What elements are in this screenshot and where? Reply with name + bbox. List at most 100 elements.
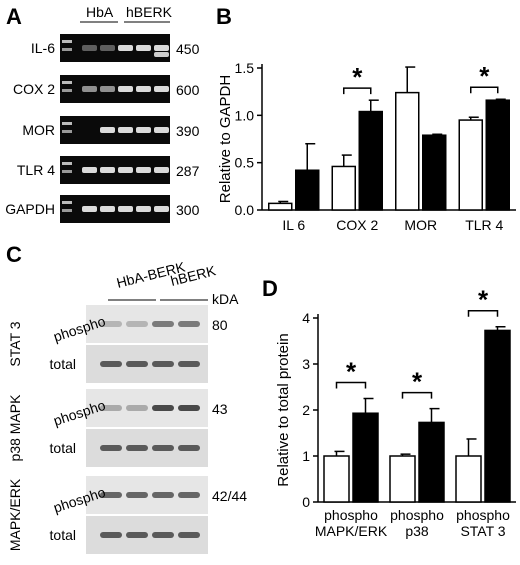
- blot-band: [126, 445, 148, 451]
- bar: [485, 99, 510, 211]
- band-label: MOR: [22, 122, 55, 138]
- gel-band: [154, 52, 169, 57]
- blot-band: [178, 492, 200, 498]
- blot-band: [100, 492, 122, 498]
- bar: [395, 91, 420, 211]
- gel-band: [136, 127, 151, 133]
- significance-star: *: [479, 61, 490, 91]
- blot-band: [100, 321, 122, 327]
- protein-label: MAPK/ERK: [7, 478, 23, 551]
- blot-band: [100, 532, 122, 538]
- band-size: 450: [176, 41, 200, 57]
- significance-bracket: [467, 309, 499, 317]
- bar: [331, 165, 356, 211]
- blot-band: [100, 405, 122, 411]
- gel-band: [154, 45, 169, 51]
- x-tick-label: p38: [405, 523, 429, 539]
- gel-band: [154, 167, 169, 173]
- y-tick-label: 1: [302, 448, 310, 464]
- blot-band: [126, 405, 148, 411]
- band-label: COX 2: [13, 81, 55, 97]
- ladder-band: [62, 209, 72, 212]
- kda-label: kDA: [212, 291, 239, 307]
- bar: [323, 455, 350, 503]
- bar: [458, 119, 483, 211]
- y-tick-label: 2: [302, 402, 310, 418]
- row-label-total: total: [50, 527, 76, 543]
- gel-band: [100, 127, 115, 133]
- ladder-band: [62, 89, 72, 92]
- x-tick-label: COX 2: [336, 217, 378, 233]
- panel-letter-c: C: [6, 242, 22, 267]
- band-label: IL-6: [31, 40, 55, 56]
- gel-band: [100, 167, 115, 173]
- blot-band: [126, 321, 148, 327]
- bar: [418, 421, 445, 503]
- ladder-band: [62, 48, 72, 51]
- gel-band: [82, 45, 97, 51]
- group-label-hberk: hBERK: [126, 4, 173, 20]
- x-tick-label: IL 6: [282, 217, 305, 233]
- blot-band: [152, 532, 174, 538]
- band-label: TLR 4: [17, 162, 55, 178]
- gel-band: [154, 86, 169, 92]
- significance-bracket: [470, 86, 499, 94]
- gel-strip: [60, 34, 170, 62]
- gel-band: [136, 86, 151, 92]
- blot-band: [100, 361, 122, 367]
- y-tick-label: 3: [302, 356, 310, 372]
- gel-band: [118, 206, 133, 212]
- gel-band: [100, 206, 115, 212]
- blot-band: [178, 361, 200, 367]
- y-tick-label: 0: [302, 494, 310, 510]
- significance-star: *: [346, 357, 357, 387]
- gel-band: [118, 167, 133, 173]
- significance-bracket: [401, 391, 433, 399]
- blot-band: [126, 532, 148, 538]
- gel-band: [118, 45, 133, 51]
- gel-band: [82, 167, 97, 173]
- y-tick-label: 0.5: [235, 155, 255, 171]
- x-tick-label: STAT 3: [460, 523, 505, 539]
- ladder-band: [62, 201, 72, 204]
- blot-band: [152, 492, 174, 498]
- blot-band: [152, 361, 174, 367]
- panel-letter-b: B: [216, 4, 232, 29]
- y-axis-label: Relative to total protein: [275, 333, 292, 486]
- protein-label: p38 MAPK: [7, 394, 23, 462]
- bar: [352, 412, 379, 503]
- bar: [389, 455, 416, 503]
- significance-star: *: [352, 62, 363, 92]
- x-tick-label: phospho: [390, 507, 444, 523]
- ladder-band: [62, 122, 72, 125]
- x-tick-label: TLR 4: [465, 217, 503, 233]
- gel-band: [136, 167, 151, 173]
- bar: [295, 169, 320, 211]
- ladder-band: [62, 162, 72, 165]
- y-axis-label: Relative to GAPDH: [217, 75, 234, 203]
- y-tick-label: 1.0: [235, 107, 255, 123]
- significance-bracket: [335, 381, 367, 389]
- y-tick-label: 4: [302, 310, 310, 326]
- gel-band: [136, 206, 151, 212]
- protein-label: STAT 3: [7, 321, 23, 366]
- protein-size: 43: [212, 401, 228, 417]
- x-tick-label: MAPK/ERK: [315, 523, 388, 539]
- significance-bracket: [343, 87, 372, 95]
- gel-band: [154, 127, 169, 133]
- band-size: 390: [176, 123, 200, 139]
- panel-a-gel: HbA hBERK IL-6 450 COX 2 600 MOR 390 TLR 4 287 GAP…: [5, 4, 200, 223]
- gel-band: [100, 45, 115, 51]
- ladder-band: [62, 81, 72, 84]
- gel-band: [118, 86, 133, 92]
- protein-size: 80: [212, 317, 228, 333]
- bar: [358, 110, 383, 211]
- x-tick-label: phospho: [456, 507, 510, 523]
- gel-band: [100, 86, 115, 92]
- blot-band: [178, 532, 200, 538]
- band-label: GAPDH: [5, 201, 55, 217]
- row-label-total: total: [50, 440, 76, 456]
- blot-band: [126, 492, 148, 498]
